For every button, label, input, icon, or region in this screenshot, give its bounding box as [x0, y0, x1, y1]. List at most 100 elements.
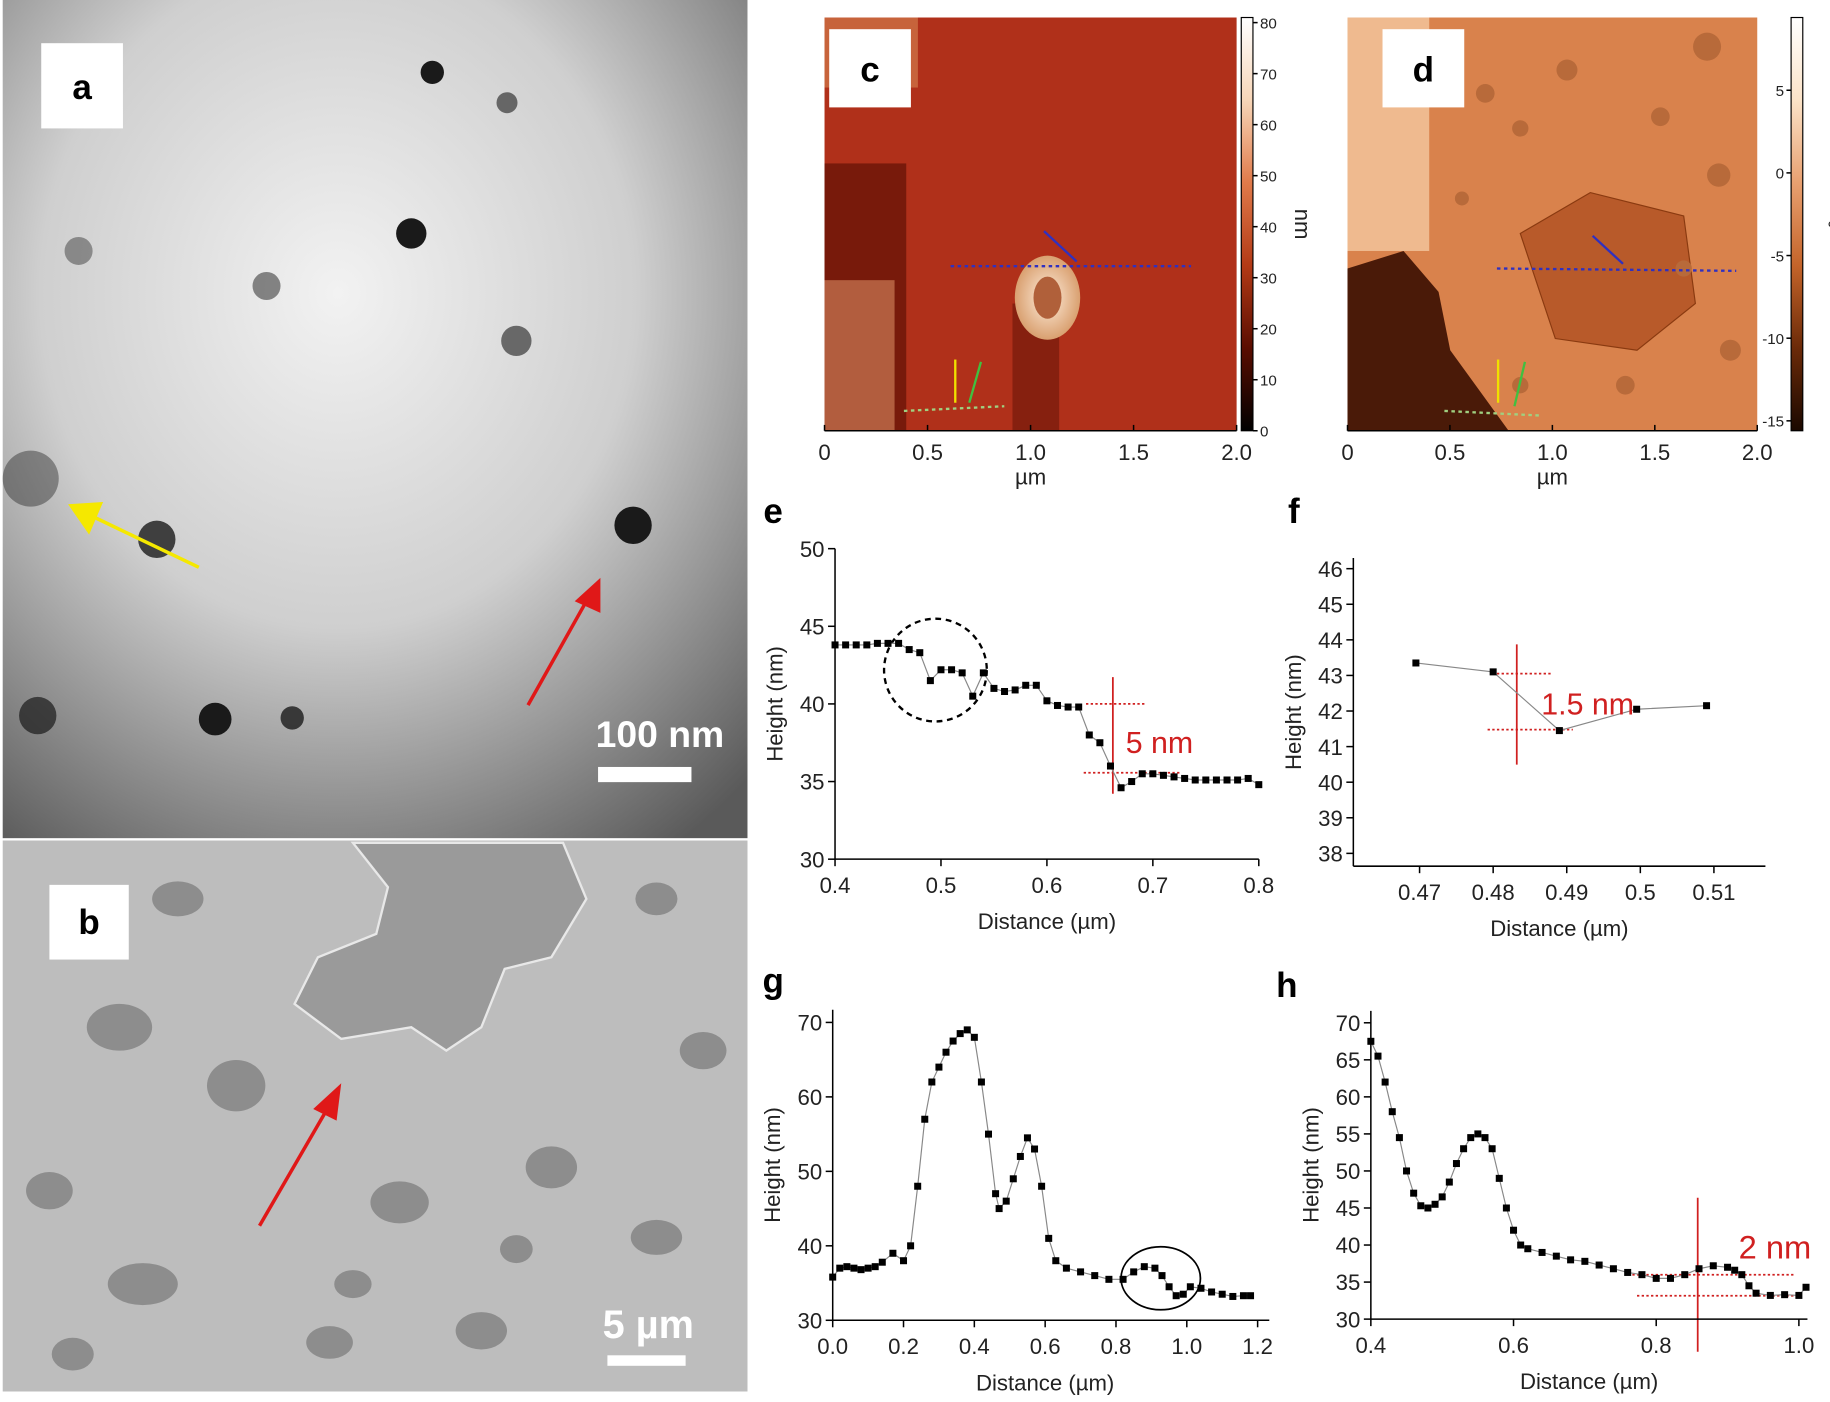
x-axis-label: µm — [1015, 464, 1046, 489]
data-point — [1666, 1274, 1674, 1282]
afm-image-d — [1347, 17, 1758, 431]
panel-b: b 5 µm — [2, 840, 748, 1392]
data-point — [1624, 1268, 1632, 1276]
data-point — [1158, 1272, 1166, 1280]
data-point — [992, 1190, 1000, 1198]
data-point — [1745, 1282, 1753, 1290]
colorbar-tick-label: -10 — [1762, 331, 1784, 348]
data-point — [1488, 1145, 1496, 1153]
y-tick-label: 43 — [1318, 664, 1343, 689]
data-point — [1524, 1245, 1532, 1253]
colorbar — [1240, 16, 1254, 432]
x-tick-label: 1.2 — [1242, 1334, 1273, 1359]
colorbar-tick-label: 0 — [1776, 166, 1784, 183]
data-point — [1403, 1167, 1411, 1175]
y-tick-label: 50 — [1336, 1159, 1361, 1184]
arrow — [1591, 234, 1624, 265]
data-point — [1085, 731, 1093, 739]
arrow — [526, 600, 588, 706]
profile-line — [1496, 267, 1737, 272]
x-tick-label: 0.6 — [1030, 1334, 1061, 1359]
x-tick-label: 0.7 — [1137, 873, 1168, 898]
data-point — [1381, 1078, 1389, 1086]
data-point — [937, 666, 945, 674]
scale-bar — [598, 766, 692, 783]
highlight-circle — [882, 617, 988, 723]
data-point — [1555, 727, 1563, 735]
x-tick-label: 0.49 — [1545, 880, 1588, 905]
label-box — [1382, 29, 1465, 108]
data-point — [1410, 1189, 1418, 1197]
data-point — [1239, 1292, 1247, 1300]
data-point — [1738, 1271, 1746, 1279]
colorbar-tick-label: -15 — [1762, 414, 1784, 431]
arrow — [258, 1108, 329, 1227]
region — [824, 280, 895, 431]
y-tick-label: 50 — [800, 537, 825, 562]
data-point — [949, 1037, 957, 1045]
data-point — [1045, 1234, 1053, 1242]
data-point — [1179, 1290, 1187, 1298]
data-point — [1119, 1275, 1127, 1283]
y-tick-label: 40 — [798, 1234, 823, 1259]
data-point — [985, 1130, 993, 1138]
data-point — [1016, 1152, 1024, 1160]
y-axis-label: Height (nm) — [760, 1107, 785, 1223]
data-point — [1244, 774, 1252, 782]
data-point — [829, 1273, 837, 1281]
data-point — [1731, 1266, 1739, 1274]
x-tick-label: 0.6 — [1498, 1333, 1529, 1358]
panel-label: a — [72, 68, 92, 107]
colorbar — [1790, 16, 1804, 432]
data-point — [928, 1078, 936, 1086]
data-point — [1502, 1204, 1510, 1212]
data-point — [1367, 1037, 1375, 1045]
data-point — [1197, 1284, 1205, 1292]
data-point — [916, 649, 924, 657]
y-tick-label: 42 — [1318, 699, 1343, 724]
y-tick-label: 30 — [798, 1308, 823, 1333]
annotation: 5 nm — [1126, 727, 1193, 760]
data-point — [1191, 776, 1199, 784]
panel-label: d — [1413, 51, 1434, 90]
data-point — [942, 1048, 950, 1056]
data-point — [1538, 1248, 1546, 1256]
data-point — [1138, 770, 1146, 778]
label-box — [829, 29, 911, 108]
data-point — [1388, 1108, 1396, 1116]
data-point — [1002, 1197, 1010, 1205]
data-point — [1438, 1193, 1446, 1201]
data-point — [1752, 1289, 1760, 1297]
data-point — [921, 1115, 929, 1123]
x-tick-label: 1.0 — [1015, 440, 1046, 465]
data-point — [1495, 1174, 1503, 1182]
arrow — [968, 361, 983, 404]
y-tick-label: 65 — [1336, 1048, 1361, 1073]
panel-label: b — [78, 903, 99, 942]
data-point — [926, 677, 934, 685]
x-tick-label: 0.51 — [1692, 880, 1735, 905]
colorbar-tick-label: -5 — [1771, 248, 1784, 265]
scale-bar — [607, 1355, 686, 1366]
x-tick-label: 1.0 — [1537, 440, 1568, 465]
data-point — [842, 641, 850, 649]
colorbar-tick-label: 0 — [1260, 424, 1268, 441]
data-point — [1445, 1178, 1453, 1186]
data-point — [873, 639, 881, 647]
data-point — [843, 1263, 851, 1271]
colorbar-tick-label: 70 — [1260, 66, 1277, 83]
data-point — [889, 1249, 897, 1257]
particles — [2, 60, 652, 736]
data-point — [979, 669, 987, 677]
data-point — [970, 1033, 978, 1041]
data-point — [1038, 1182, 1046, 1190]
x-axis-label: µm — [1537, 464, 1568, 489]
data-point — [1170, 773, 1178, 781]
data-point — [900, 1257, 908, 1265]
data-point — [905, 646, 913, 654]
data-point — [1022, 681, 1030, 689]
colorbar-tick-label: 10 — [1260, 373, 1277, 390]
annotation: 1.5 nm — [1541, 688, 1634, 721]
data-point — [836, 1264, 844, 1272]
data-point — [1374, 1052, 1382, 1060]
